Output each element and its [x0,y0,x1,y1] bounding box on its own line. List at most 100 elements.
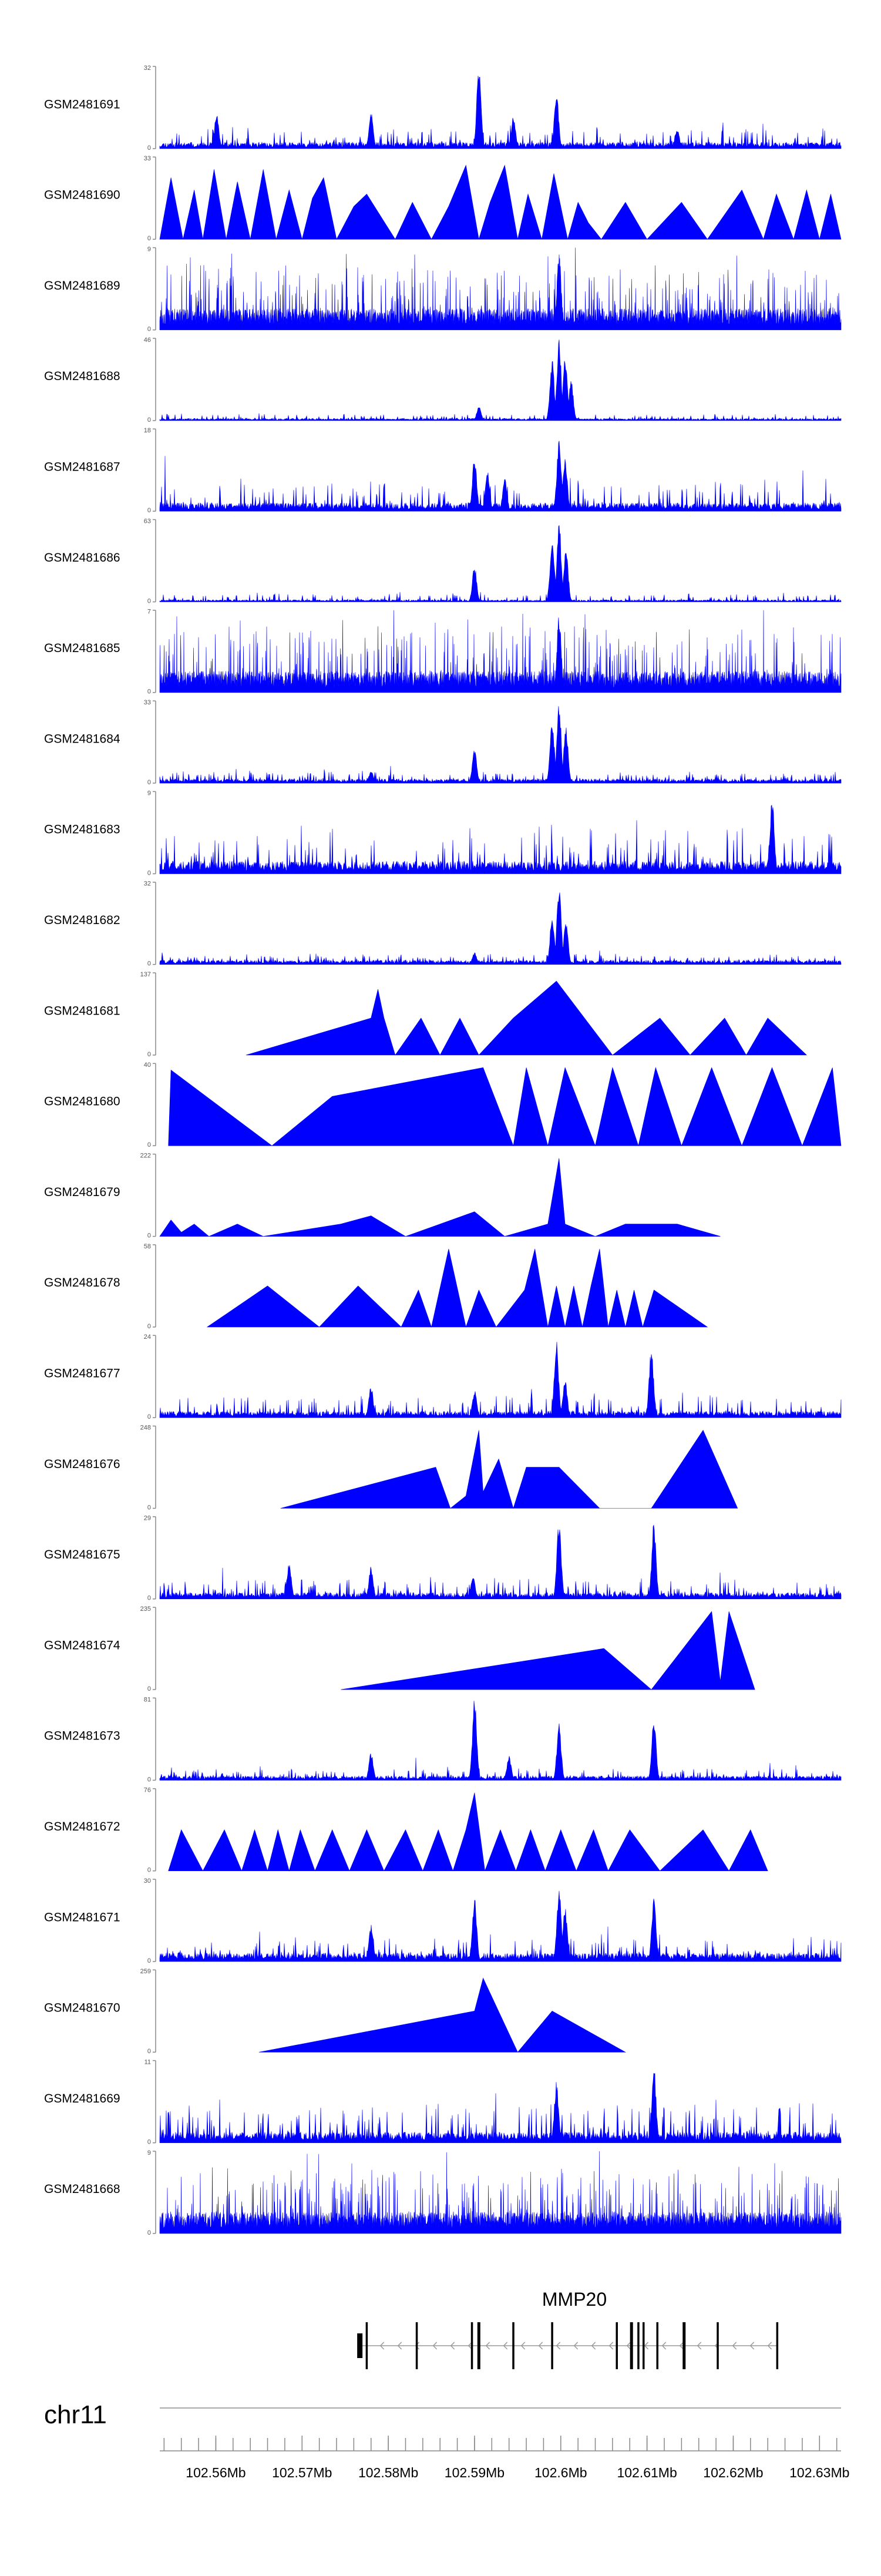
track-ymin-label: 0 [147,1595,151,1602]
track-ymin-label: 0 [147,326,151,333]
strand-arrow [397,2342,402,2350]
strand-arrow [573,2342,579,2350]
track-GSM2481681: GSM2481681 137 0 [44,971,808,1058]
x-tick-label: 102.6Mb [534,2465,587,2480]
track-GSM2481689: GSM2481689 9 0 [44,246,842,333]
track-ymin-label: 0 [147,417,151,424]
track-GSM2481686: GSM2481686 63 0 [44,518,842,604]
track-GSM2481685: GSM2481685 7 0 [44,609,842,696]
gene-exon [682,2322,686,2369]
track-GSM2481678: GSM2481678 58 0 [44,1243,708,1330]
gene-exon [477,2322,480,2369]
track-label: GSM2481681 [44,1004,120,1017]
gene-exon [470,2322,473,2369]
track-ymin-label: 0 [147,145,151,152]
track-ymax-label: 9 [147,246,151,253]
track-ymin-label: 0 [147,2048,151,2055]
track-label: GSM2481670 [44,2001,120,2015]
gene-label: MMP20 [542,2289,607,2310]
track-ymax-label: 33 [144,155,151,162]
track-ymax-label: 9 [147,2150,151,2157]
track-ymin-label: 0 [147,1141,151,1148]
coverage-area [159,1158,721,1237]
coverage-area [168,1067,842,1147]
coverage-area [159,441,842,512]
track-ymin-label: 0 [147,1323,151,1330]
track-ymin-label: 0 [147,597,151,604]
track-label: GSM2481669 [44,2092,120,2105]
strand-arrow [749,2342,755,2350]
track-GSM2481669: GSM2481669 11 0 [44,2059,842,2146]
track-label: GSM2481678 [44,1276,120,1289]
track-ymin-label: 0 [147,1413,151,1420]
track-ymax-label: 30 [144,1878,151,1885]
track-label: GSM2481687 [44,461,120,474]
gene-exon [357,2333,363,2358]
track-GSM2481690: GSM2481690 33 0 [44,155,842,242]
track-ymax-label: 63 [144,518,151,525]
strand-arrow [732,2342,737,2350]
chromosome-label: chr11 [44,2400,107,2429]
track-label: GSM2481668 [44,2182,120,2196]
track-ymax-label: 235 [140,1606,151,1613]
gene-exon [656,2322,658,2369]
gene-exon [630,2322,633,2369]
track-ymin-label: 0 [147,507,151,514]
x-tick-label: 102.57Mb [272,2465,332,2480]
track-ymax-label: 29 [144,1515,151,1522]
track-GSM2481684: GSM2481684 33 0 [44,699,842,786]
coverage-area [159,610,842,693]
strand-arrow [591,2342,596,2350]
track-label: GSM2481690 [44,189,120,202]
gene-model: MMP20 [357,2289,779,2369]
track-label: GSM2481683 [44,823,120,837]
strand-arrow [450,2342,455,2350]
track-ymax-label: 11 [144,2059,151,2066]
track-GSM2481668: GSM2481668 9 0 [44,2150,842,2236]
strand-arrow [520,2342,526,2350]
track-label: GSM2481691 [44,98,120,111]
coverage-area [159,75,842,149]
track-GSM2481672: GSM2481672 76 0 [44,1787,768,1874]
track-ymax-label: 81 [144,1696,151,1703]
x-tick-label: 102.63Mb [789,2465,849,2480]
strand-arrow [432,2342,438,2350]
coverage-area [159,525,842,602]
track-label: GSM2481677 [44,1367,120,1381]
x-tick-label: 102.62Mb [703,2465,763,2480]
coverage-area [159,1342,842,1418]
track-ymin-label: 0 [147,235,151,242]
x-tick-label: 102.59Mb [445,2465,505,2480]
track-GSM2481673: GSM2481673 81 0 [44,1696,842,1783]
track-label: GSM2481688 [44,370,120,383]
strand-arrow [485,2342,490,2350]
coverage-area [159,340,842,421]
track-label: GSM2481676 [44,1457,120,1471]
track-label: GSM2481673 [44,1729,120,1743]
track-GSM2481691: GSM2481691 32 0 [44,65,842,152]
coverage-area [159,247,842,330]
coverage-area [258,1977,627,2053]
track-ymin-label: 0 [147,1685,151,1692]
gene-exon [365,2322,368,2369]
track-label: GSM2481671 [44,1910,120,1924]
track-ymin-label: 0 [147,1232,151,1240]
gene-exon [512,2322,515,2369]
x-tick-label: 102.56Mb [186,2465,246,2480]
track-ymax-label: 222 [140,1153,151,1160]
coverage-area [206,1248,708,1328]
track-GSM2481670: GSM2481670 259 0 [44,1968,627,2055]
track-ymax-label: 7 [147,609,151,616]
strand-arrow [697,2342,702,2350]
strand-arrow [679,2342,684,2350]
track-ymin-label: 0 [147,779,151,786]
track-ymax-label: 32 [144,65,151,72]
track-ymin-label: 0 [147,688,151,696]
strand-arrow [379,2342,385,2350]
strand-arrow [468,2342,473,2350]
track-label: GSM2481675 [44,1548,120,1561]
track-label: GSM2481674 [44,1638,120,1652]
strand-arrow [503,2342,508,2350]
